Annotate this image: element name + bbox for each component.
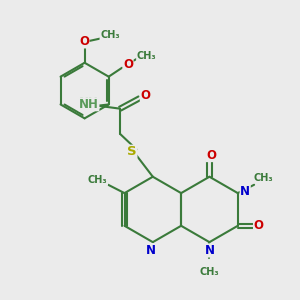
Text: O: O [140,89,150,102]
Text: N: N [240,185,250,198]
Text: NH: NH [79,98,99,111]
Text: S: S [127,145,137,158]
Text: CH₃: CH₃ [136,51,156,61]
Text: O: O [254,219,264,232]
Text: NH: NH [78,96,98,109]
Text: N: N [204,244,214,257]
Text: N: N [146,244,156,257]
Text: CH₃: CH₃ [253,172,273,183]
Text: CH₃: CH₃ [200,268,219,278]
Text: CH₃: CH₃ [88,175,108,185]
Text: O: O [206,148,216,162]
Text: O: O [79,35,89,48]
Text: CH₃: CH₃ [100,30,120,40]
Text: O: O [123,58,133,71]
